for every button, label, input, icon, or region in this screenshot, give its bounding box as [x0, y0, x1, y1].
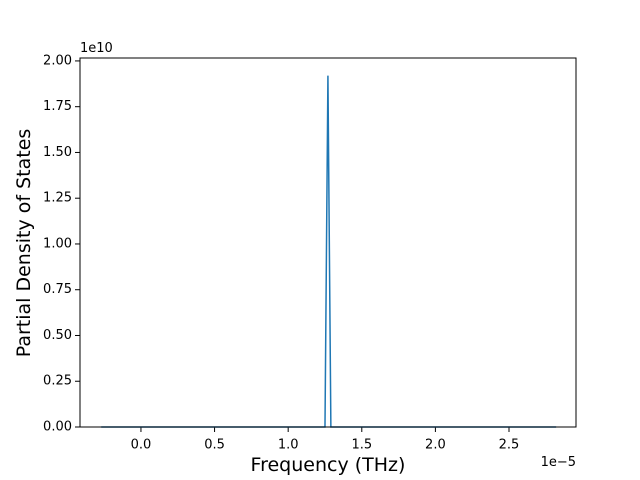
- x-offset: 1e−5: [541, 455, 576, 470]
- x-tick-label: 2.5: [499, 438, 520, 453]
- y-tick-label: 0.25: [43, 374, 72, 389]
- line-series: [101, 75, 557, 428]
- x-tick-label: 0.5: [204, 438, 225, 453]
- y-tick-label: 0.75: [43, 282, 72, 297]
- y-tick-label: 0.50: [43, 328, 72, 343]
- y-tick-label: 1.00: [43, 236, 72, 251]
- x-axis-label: Frequency (THz): [251, 454, 406, 476]
- x-tick-label: 0.0: [131, 438, 152, 453]
- y-tick-label: 1.50: [43, 145, 72, 160]
- y-tick-label: 0.00: [43, 420, 72, 435]
- y-tick-label: 2.00: [43, 53, 72, 68]
- y-offset: 1e10: [80, 41, 113, 56]
- plot-frame: [79, 57, 577, 428]
- x-tick-label: 1.0: [278, 438, 299, 453]
- y-tick-label: 1.75: [43, 99, 72, 114]
- x-tick-label: 1.5: [351, 438, 372, 453]
- x-tick-label: 2.0: [425, 438, 446, 453]
- y-tick-label: 1.25: [43, 191, 72, 206]
- y-axis-label: Partial Density of States: [13, 129, 35, 358]
